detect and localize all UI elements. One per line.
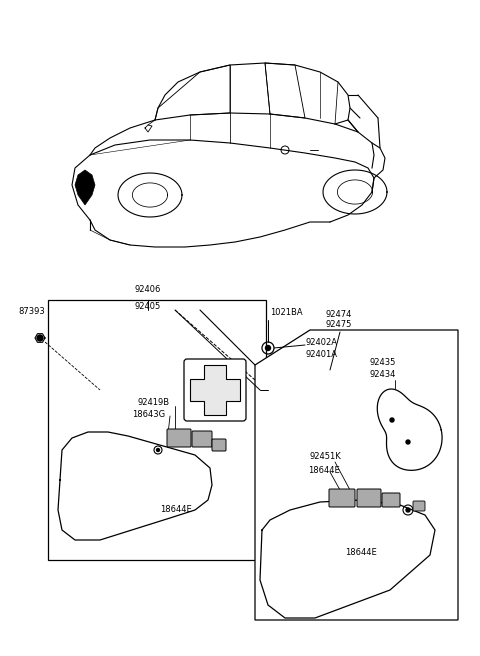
Polygon shape — [58, 432, 212, 540]
FancyBboxPatch shape — [329, 489, 355, 507]
Polygon shape — [377, 389, 442, 470]
FancyBboxPatch shape — [167, 429, 191, 447]
Text: 87393: 87393 — [18, 308, 45, 316]
Text: 92406: 92406 — [135, 285, 161, 294]
Circle shape — [156, 449, 159, 451]
Text: 92401A: 92401A — [305, 350, 337, 359]
Text: 92475: 92475 — [325, 320, 351, 329]
Text: 18643G: 18643G — [132, 410, 165, 419]
Text: 92434: 92434 — [370, 370, 396, 379]
Text: 92435: 92435 — [370, 358, 396, 367]
Text: 18644E: 18644E — [308, 466, 340, 475]
FancyBboxPatch shape — [413, 501, 425, 511]
Text: 92402A: 92402A — [305, 338, 337, 347]
Text: 18644E: 18644E — [160, 505, 192, 514]
Text: 92405: 92405 — [135, 302, 161, 311]
Circle shape — [406, 440, 410, 444]
Polygon shape — [260, 500, 435, 618]
Circle shape — [390, 418, 394, 422]
Text: 92451K: 92451K — [310, 452, 342, 461]
Bar — [48, 300, 266, 560]
Text: 18644E: 18644E — [345, 548, 377, 557]
Polygon shape — [75, 170, 95, 205]
FancyBboxPatch shape — [212, 439, 226, 451]
Circle shape — [406, 508, 410, 512]
FancyBboxPatch shape — [382, 493, 400, 507]
Text: 92419B: 92419B — [138, 398, 170, 407]
Text: 92474: 92474 — [325, 310, 351, 319]
Polygon shape — [255, 330, 458, 620]
FancyBboxPatch shape — [192, 431, 212, 447]
FancyBboxPatch shape — [357, 489, 381, 507]
Circle shape — [37, 335, 43, 341]
Circle shape — [265, 346, 271, 350]
Text: 1021BA: 1021BA — [270, 308, 302, 317]
Polygon shape — [190, 365, 240, 415]
FancyBboxPatch shape — [184, 359, 246, 421]
